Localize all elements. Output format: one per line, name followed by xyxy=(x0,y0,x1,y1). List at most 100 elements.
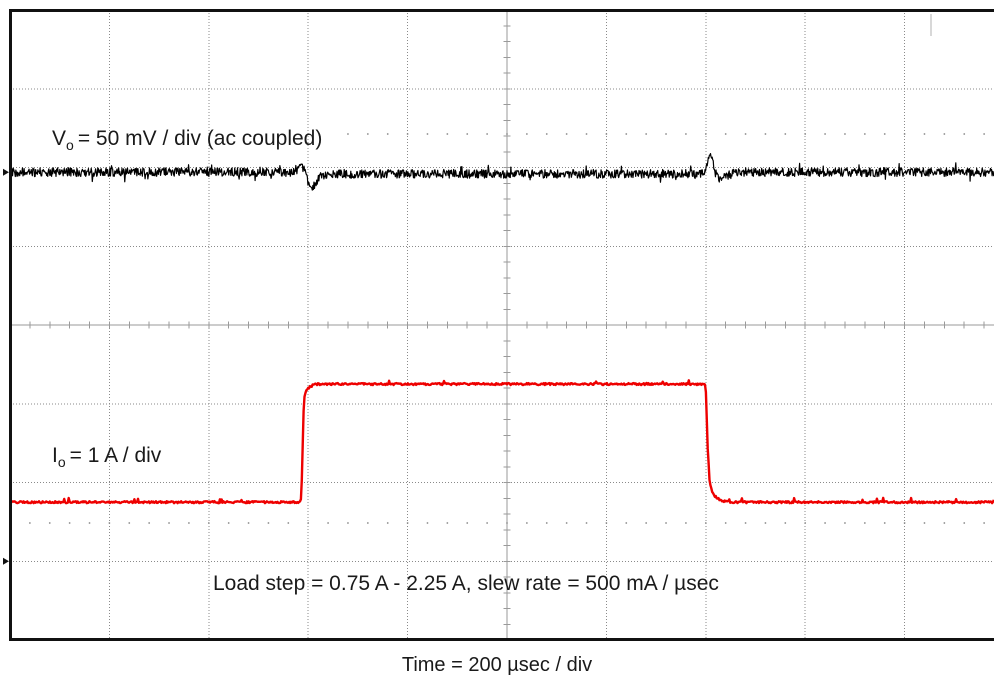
x-axis-label: Time = 200 µsec / div xyxy=(402,654,592,676)
graticule-dot xyxy=(983,133,986,135)
graticule-dot xyxy=(844,133,846,135)
graticule xyxy=(10,10,994,640)
io-annotation: Io = 1 A / div xyxy=(52,444,162,470)
graticule-dot xyxy=(406,522,409,524)
graticule-dot xyxy=(804,522,807,524)
graticule-dot xyxy=(307,522,310,524)
graticule-dot xyxy=(605,522,608,524)
graticule-dot xyxy=(943,522,946,524)
graticule-dot xyxy=(704,522,707,524)
graticule-dot xyxy=(506,522,508,524)
graticule-dot xyxy=(883,522,886,524)
graticule-dot xyxy=(108,522,111,524)
graticule-dot xyxy=(665,522,667,524)
graticule-dot xyxy=(645,522,648,524)
graticule-dot xyxy=(207,522,210,524)
graticule-dot xyxy=(983,522,986,524)
graticule-dot xyxy=(923,133,926,135)
graticule-dot xyxy=(704,133,707,135)
graticule-dot xyxy=(247,522,250,524)
series-line-1 xyxy=(12,152,994,191)
graticule-dot xyxy=(665,133,667,135)
graticule-dot xyxy=(545,133,548,135)
graticule-dot xyxy=(168,522,170,524)
graticule-dot xyxy=(188,522,190,524)
graticule-dot xyxy=(724,522,727,524)
graticule-dot xyxy=(824,522,826,524)
graticule-dot xyxy=(287,522,290,524)
graticule-dot xyxy=(863,522,866,524)
graticule-dot xyxy=(963,522,966,524)
graticule-dot xyxy=(267,522,270,524)
channel-reference-markers xyxy=(3,168,9,565)
graticule-dot xyxy=(605,133,608,135)
plot-frame xyxy=(9,9,994,641)
graticule-dot xyxy=(784,133,787,135)
graticule-dot xyxy=(366,133,369,135)
series-line-2 xyxy=(12,379,994,505)
graticule-dot xyxy=(943,133,946,135)
vo-symbol: V xyxy=(52,127,66,150)
graticule-dot xyxy=(585,133,588,135)
graticule-dot xyxy=(327,522,329,524)
graticule-dot xyxy=(565,522,568,524)
io-subscript: o xyxy=(58,454,66,470)
graticule-dot xyxy=(903,522,906,524)
graticule-dot xyxy=(486,522,489,524)
graticule-dot xyxy=(68,522,71,524)
graticule-dot xyxy=(406,133,409,135)
ch2-reference-marker xyxy=(3,557,9,565)
graticule-dot xyxy=(625,133,628,135)
graticule-dot xyxy=(446,522,449,524)
graticule-dot xyxy=(148,522,151,524)
io-symbol: I xyxy=(52,444,58,467)
graticule-dot xyxy=(645,133,648,135)
ch1-reference-marker xyxy=(3,168,9,176)
graticule-dot xyxy=(784,522,787,524)
io-scale-text: = 1 A / div xyxy=(70,444,162,467)
graticule-dot xyxy=(426,133,429,135)
graticule-dot xyxy=(764,522,767,524)
vo-scale-text: = 50 mV / div (ac coupled) xyxy=(78,127,323,150)
graticule-dot xyxy=(685,133,687,135)
graticule-dot xyxy=(466,522,469,524)
graticule-dot xyxy=(744,133,747,135)
graticule-dot xyxy=(844,522,846,524)
graticule-dot xyxy=(625,522,628,524)
graticule-dot xyxy=(486,133,489,135)
graticule-dot xyxy=(506,133,508,135)
graticule-dot xyxy=(883,133,886,135)
graticule-dot xyxy=(724,133,727,135)
graticule-dot xyxy=(903,133,906,135)
graticule-dot xyxy=(963,133,966,135)
traces xyxy=(12,152,994,505)
graticule-dot xyxy=(366,522,369,524)
graticule-dot xyxy=(48,522,51,524)
graticule-dot xyxy=(744,522,747,524)
graticule-dot xyxy=(28,522,31,524)
load-step-annotation: Load step = 0.75 A - 2.25 A, slew rate =… xyxy=(213,572,719,595)
graticule-dot xyxy=(585,522,588,524)
graticule-dot xyxy=(804,133,807,135)
graticule-dot xyxy=(347,133,349,135)
graticule-dot xyxy=(466,133,469,135)
vo-subscript: o xyxy=(66,137,74,153)
graticule-dot xyxy=(923,522,926,524)
graticule-dot xyxy=(525,522,528,524)
graticule-dot xyxy=(426,522,429,524)
graticule-dot xyxy=(128,522,131,524)
graticule-dot xyxy=(446,133,449,135)
graticule-dot xyxy=(545,522,548,524)
graticule-dot xyxy=(227,522,230,524)
graticule-dot xyxy=(386,522,389,524)
graticule-dot xyxy=(88,522,91,524)
graticule-dot xyxy=(347,522,349,524)
graticule-dot xyxy=(764,133,767,135)
vo-annotation: Vo = 50 mV / div (ac coupled) xyxy=(52,127,322,153)
graticule-dot xyxy=(565,133,568,135)
graticule-dot xyxy=(386,133,389,135)
graticule-dot xyxy=(685,522,687,524)
graticule-dot xyxy=(824,133,826,135)
graticule-dot xyxy=(525,133,528,135)
